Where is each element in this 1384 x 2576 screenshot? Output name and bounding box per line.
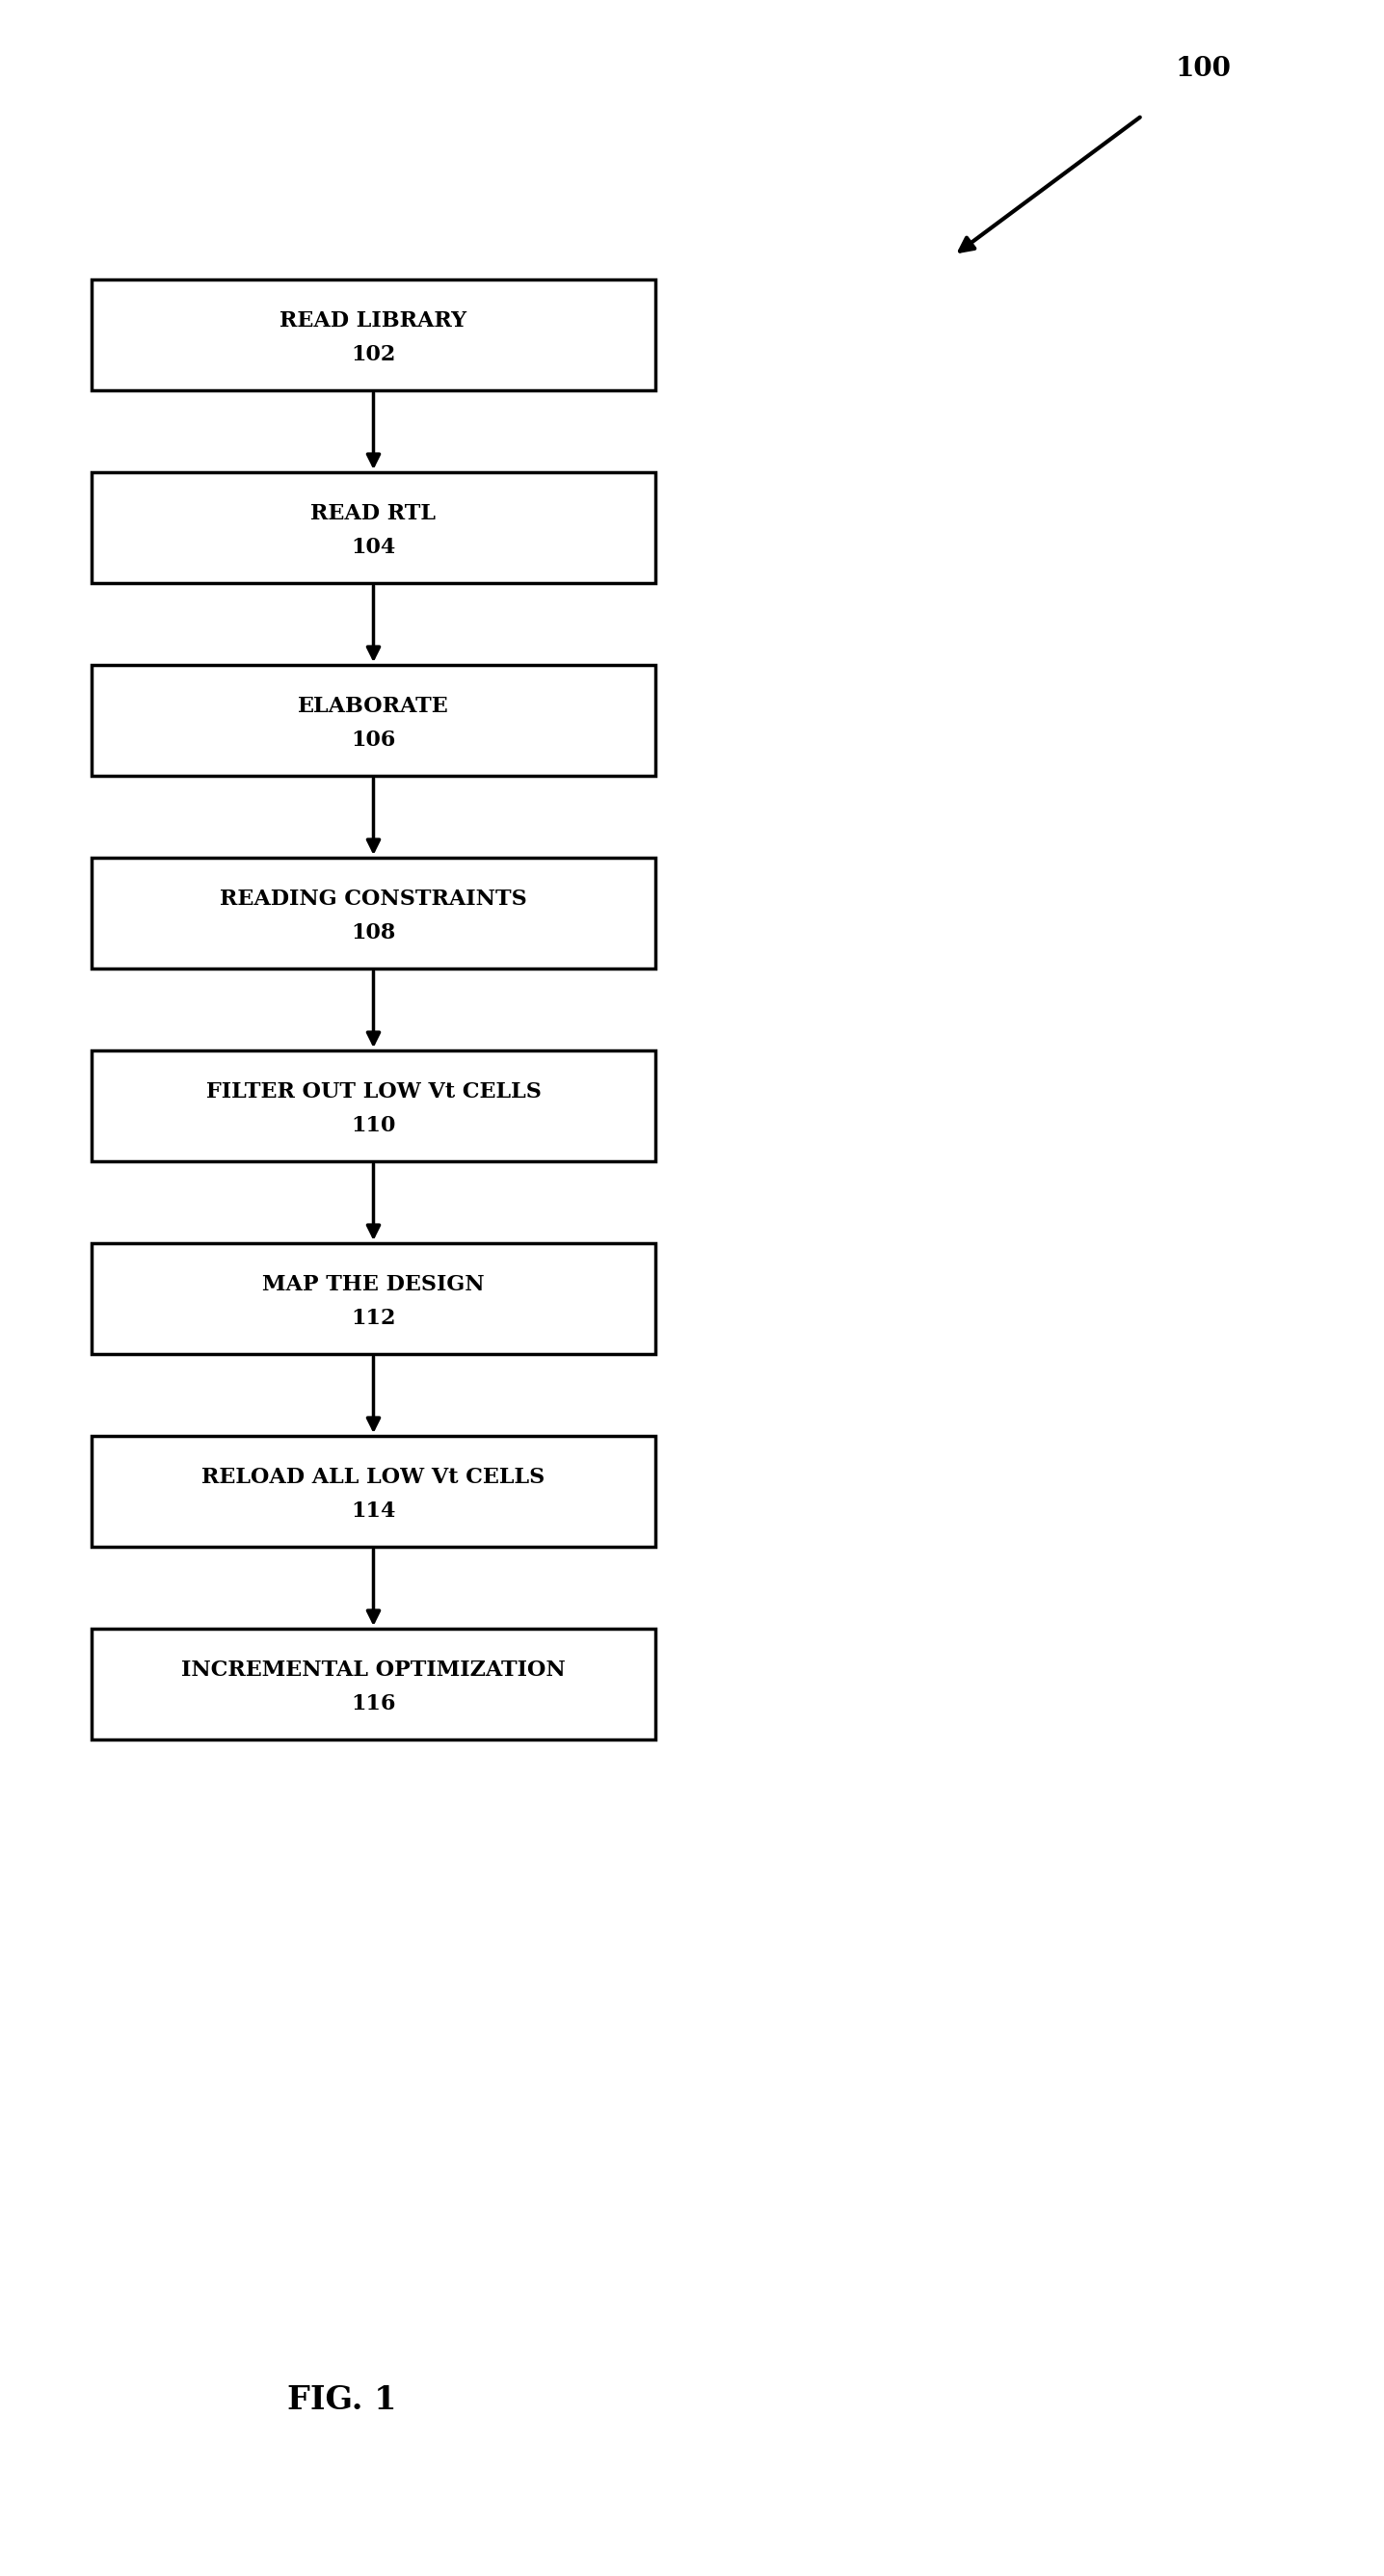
Text: READ LIBRARY: READ LIBRARY [280,309,466,332]
Text: 104: 104 [352,536,396,559]
Text: 116: 116 [352,1692,396,1716]
Bar [91,665,656,775]
Text: READING CONSTRAINTS: READING CONSTRAINTS [220,889,527,909]
Text: 106: 106 [352,729,396,752]
Text: 110: 110 [352,1115,396,1136]
Bar [91,1244,656,1355]
Text: MAP THE DESIGN: MAP THE DESIGN [263,1273,484,1296]
Text: FIG. 1: FIG. 1 [288,2383,397,2416]
Bar [91,278,656,392]
Bar [91,1051,656,1162]
Text: 108: 108 [352,922,396,943]
Text: 114: 114 [352,1502,396,1522]
Bar [91,1628,656,1739]
Text: 112: 112 [352,1309,396,1329]
Bar [91,471,656,582]
Text: ELABORATE: ELABORATE [298,696,448,716]
Text: RELOAD ALL LOW Vt CELLS: RELOAD ALL LOW Vt CELLS [202,1466,545,1486]
Text: FILTER OUT LOW Vt CELLS: FILTER OUT LOW Vt CELLS [206,1082,541,1103]
Text: 102: 102 [352,345,396,366]
Bar [91,858,656,969]
Bar [91,1435,656,1546]
Text: 100: 100 [1176,57,1232,82]
Text: INCREMENTAL OPTIMIZATION: INCREMENTAL OPTIMIZATION [181,1659,566,1680]
Text: READ RTL: READ RTL [311,502,436,523]
